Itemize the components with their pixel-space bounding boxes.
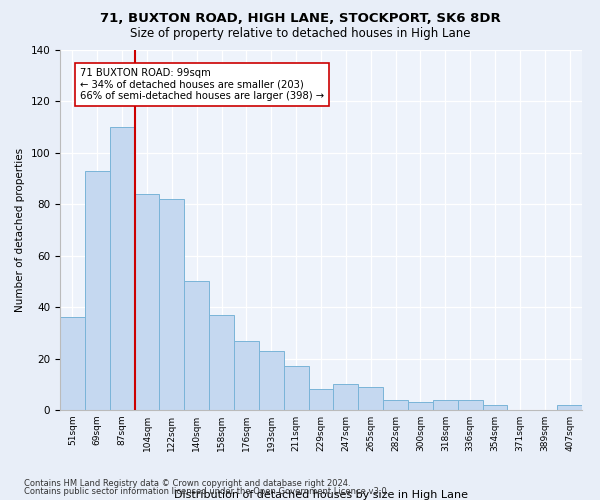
Bar [85,171,110,410]
Bar [110,127,134,410]
Text: 71 BUXTON ROAD: 99sqm
← 34% of detached houses are smaller (203)
66% of semi-det: 71 BUXTON ROAD: 99sqm ← 34% of detached … [80,68,324,101]
Text: 71, BUXTON ROAD, HIGH LANE, STOCKPORT, SK6 8DR: 71, BUXTON ROAD, HIGH LANE, STOCKPORT, S… [100,12,500,26]
Bar [284,366,308,410]
Bar [408,402,433,410]
Bar [134,194,160,410]
Bar [557,405,582,410]
Bar [184,282,209,410]
Y-axis label: Number of detached properties: Number of detached properties [15,148,25,312]
Bar [358,387,383,410]
Bar [308,390,334,410]
Bar [60,318,85,410]
Bar [334,384,358,410]
X-axis label: Distribution of detached houses by size in High Lane: Distribution of detached houses by size … [174,490,468,500]
Bar [209,315,234,410]
Bar [259,351,284,410]
Bar [482,405,508,410]
Bar [160,199,184,410]
Bar [383,400,408,410]
Bar [433,400,458,410]
Text: Size of property relative to detached houses in High Lane: Size of property relative to detached ho… [130,28,470,40]
Text: Contains HM Land Registry data © Crown copyright and database right 2024.: Contains HM Land Registry data © Crown c… [24,478,350,488]
Bar [458,400,482,410]
Bar [234,340,259,410]
Text: Contains public sector information licensed under the Open Government Licence v3: Contains public sector information licen… [24,487,389,496]
